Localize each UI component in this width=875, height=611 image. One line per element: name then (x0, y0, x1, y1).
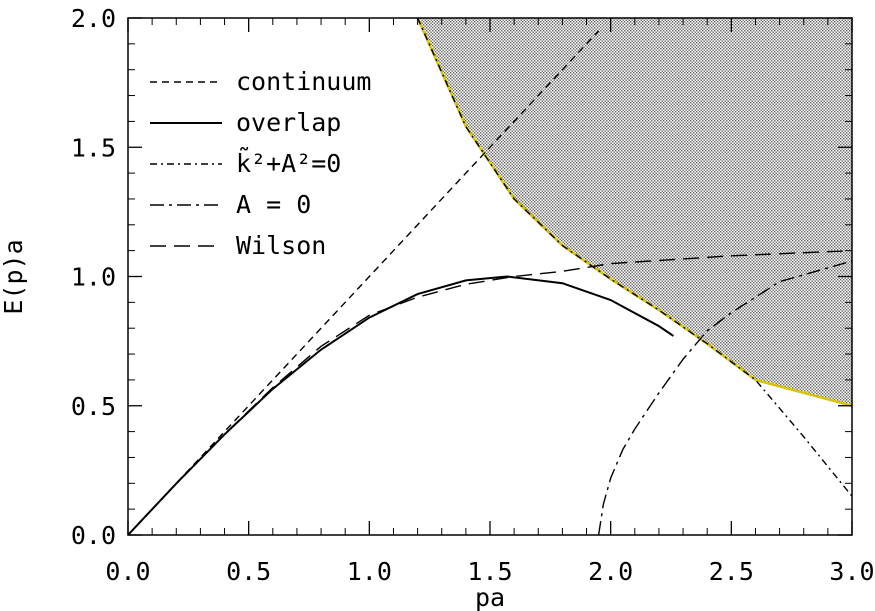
axis-ticks (127, 17, 853, 536)
legend-label-overlap: overlap (236, 108, 341, 137)
legend-label-wilson: Wilson (236, 231, 326, 260)
series-line-k-a-0 (416, 18, 852, 497)
y-tick-label: 2.0 (71, 4, 116, 33)
x-tick-label: 1.5 (467, 557, 512, 586)
x-tick-label: 2.5 (709, 557, 754, 586)
legend-label-k-a-0: k̃²+A²=0 (236, 147, 341, 178)
x-tick-label: 3.0 (829, 557, 874, 586)
series-line-overlap (128, 275, 674, 535)
legend: continuum overlap k̃²+A²=0 A = 0 Wilson (150, 67, 371, 260)
y-tick-label: 1.0 (71, 263, 116, 292)
legend-label-a-0: A = 0 (236, 190, 311, 219)
x-tick-label: 0.5 (226, 557, 271, 586)
x-tick-label: 0.0 (105, 557, 150, 586)
x-tick-label: 2.0 (588, 557, 633, 586)
series-line-continuum (128, 30, 600, 535)
series-line-a-0 (597, 260, 852, 535)
x-axis-title: pa (475, 583, 505, 611)
x-tick-label: 1.0 (347, 557, 392, 586)
tick-labels: 0.0 0.5 1.0 1.5 2.0 2.5 3.0 0.0 0.5 1.0 1.5 2.0 (71, 4, 875, 586)
series-layer (128, 18, 852, 535)
legend-label-continuum: continuum (236, 67, 371, 96)
y-tick-label: 1.5 (71, 133, 116, 162)
y-axis-title: E(p)a (0, 239, 28, 314)
shaded-region (417, 18, 852, 406)
y-tick-label: 0.0 (71, 521, 116, 550)
y-tick-label: 0.5 (71, 392, 116, 421)
